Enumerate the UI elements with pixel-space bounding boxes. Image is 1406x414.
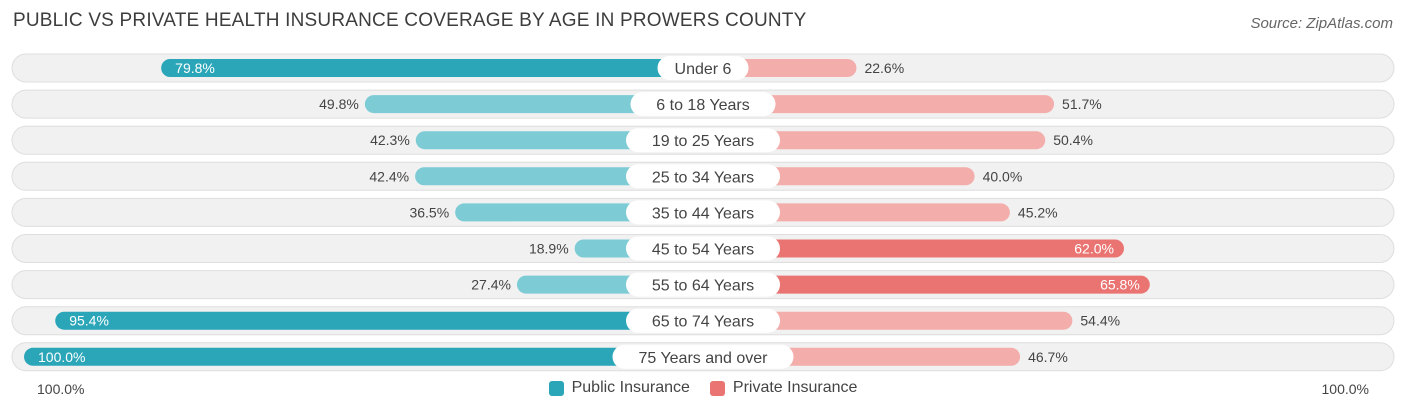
private-value-label: 46.7% <box>1028 349 1068 365</box>
public-value-label: 18.9% <box>529 241 569 257</box>
private-value-label: 62.0% <box>1074 241 1114 257</box>
public-bar <box>55 311 703 330</box>
category-label: 35 to 44 Years <box>652 205 754 222</box>
public-value-label: 49.8% <box>319 96 359 112</box>
category-label: 55 to 64 Years <box>652 278 754 295</box>
category-label: Under 6 <box>675 61 732 78</box>
private-bar <box>703 311 1073 330</box>
private-bar <box>703 275 1150 294</box>
axis-right-label: 100.0% <box>1321 381 1369 397</box>
legend-label-private: Private Insurance <box>732 379 858 396</box>
private-value-label: 45.2% <box>1018 204 1058 220</box>
category-label: 19 to 25 Years <box>652 133 754 150</box>
legend-item-public[interactable]: Public Insurance <box>548 379 690 397</box>
private-bar <box>703 131 1046 150</box>
public-value-label: 36.5% <box>409 204 449 220</box>
private-value-label: 51.7% <box>1062 96 1102 112</box>
category-pill <box>630 92 776 117</box>
public-bar <box>364 95 703 114</box>
public-value-label: 27.4% <box>471 277 511 293</box>
chart-title: PUBLIC VS PRIVATE HEALTH INSURANCE COVER… <box>13 10 807 31</box>
private-bar <box>703 239 1124 258</box>
public-value-label: 79.8% <box>175 60 215 76</box>
legend-swatch-public <box>548 380 564 396</box>
category-pill <box>626 236 780 261</box>
private-value-label: 40.0% <box>983 168 1023 184</box>
axis-left-label: 100.0% <box>37 381 85 397</box>
public-value-label: 42.4% <box>369 168 409 184</box>
legend: Public Insurance Private Insurance <box>0 379 1406 397</box>
category-pill <box>626 164 780 189</box>
public-value-label: 42.3% <box>370 132 410 148</box>
category-label: 65 to 74 Years <box>652 314 754 331</box>
chart-source: Source: ZipAtlas.com <box>1250 15 1393 32</box>
legend-label-public: Public Insurance <box>571 379 690 396</box>
legend-item-private[interactable]: Private Insurance <box>709 379 858 397</box>
legend-swatch-private <box>709 380 725 396</box>
chart-plot: 79.8% 22.6% Under 6 49.8% 51.7% 6 to 18 Years… <box>11 53 1395 372</box>
public-value-label: 95.4% <box>69 313 109 329</box>
category-pill <box>657 56 749 80</box>
private-value-label: 50.4% <box>1053 132 1093 148</box>
private-bar <box>703 203 1010 222</box>
category-label: 75 Years and over <box>639 350 769 367</box>
category-label: 6 to 18 Years <box>656 97 749 114</box>
private-value-label: 22.6% <box>864 60 904 76</box>
public-bar <box>161 59 703 77</box>
public-bar <box>24 347 703 366</box>
category-pill <box>626 128 780 153</box>
private-bar <box>703 95 1055 114</box>
category-pill <box>612 344 794 369</box>
private-value-label: 65.8% <box>1100 277 1140 293</box>
category-pill <box>626 272 780 297</box>
category-label: 45 to 54 Years <box>652 242 754 259</box>
category-label: 25 to 34 Years <box>652 169 754 186</box>
category-pill <box>626 308 780 333</box>
public-value-label: 100.0% <box>38 349 85 365</box>
category-pill <box>626 200 780 225</box>
private-value-label: 54.4% <box>1080 313 1120 329</box>
